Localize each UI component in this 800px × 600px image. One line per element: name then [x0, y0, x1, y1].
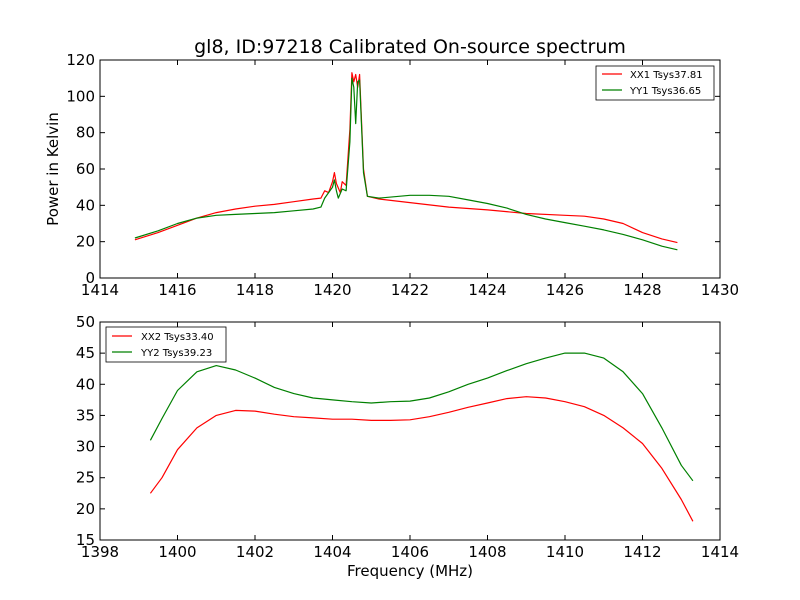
top-y-tick-label: 120 [66, 51, 95, 69]
bottom-y-tick-label: 40 [76, 375, 95, 393]
bottom-x-tick-label: 1408 [468, 543, 506, 561]
bottom-panel: 1398 1400 1402 1404 1406 1408 1410 1412 1414 15 20… [76, 313, 739, 580]
bottom-x-tick-label: 1410 [546, 543, 584, 561]
bottom-x-tick-label: 1412 [623, 543, 661, 561]
top-y-tick-label: 20 [76, 233, 95, 251]
bottom-y-tick-label: 50 [76, 313, 95, 331]
top-y-tick-label: 0 [85, 269, 95, 287]
top-y-tick-label: 100 [66, 87, 95, 105]
bottom-x-tick-label: 1400 [158, 543, 196, 561]
top-panel: 1414 1416 1418 1420 1422 1424 1426 1428 1430 0 20 4… [44, 51, 739, 299]
top-series-line-2 [134, 77, 678, 251]
legend-label-xx2: XX2 Tsys33.40 [141, 332, 214, 343]
bottom-x-tick-label: 1402 [236, 543, 274, 561]
bottom-legend-box [105, 326, 227, 363]
top-y-tick-label: 60 [76, 160, 95, 178]
bottom-x-tick-label: 1406 [391, 543, 429, 561]
top-y-axis-label: Power in Kelvin [44, 112, 62, 226]
bottom-y-tick-label: 25 [76, 469, 95, 487]
top-legend: XX1 Tsys37.81 YY1 Tsys36.65 [595, 65, 715, 101]
bottom-y-tick-label: 30 [76, 438, 95, 456]
bottom-y-tick-label: 35 [76, 406, 95, 424]
figure-title: gl8, ID:97218 Calibrated On-source spect… [194, 36, 626, 58]
bottom-x-tick-label: 1414 [701, 543, 739, 561]
top-x-tick-label: 1428 [623, 281, 661, 299]
top-x-tick-label: 1430 [701, 281, 739, 299]
top-y-tick-label: 40 [76, 196, 95, 214]
legend-label-xx1: XX1 Tsys37.81 [630, 70, 703, 81]
bottom-series-line-1 [149, 396, 694, 522]
bottom-series-line-2 [149, 352, 694, 482]
legend-label-yy1: YY1 Tsys36.65 [629, 86, 701, 97]
bottom-x-tick-label: 1398 [81, 543, 119, 561]
top-x-tick-label: 1426 [546, 281, 584, 299]
top-x-tick-label: 1420 [313, 281, 351, 299]
top-legend-box [595, 65, 715, 101]
bottom-x-tick-label: 1404 [313, 543, 351, 561]
bottom-y-tick-label: 20 [76, 500, 95, 518]
bottom-x-axis-label: Frequency (MHz) [347, 562, 473, 580]
top-x-tick-label: 1422 [391, 281, 429, 299]
top-x-tick-label: 1414 [81, 281, 119, 299]
bottom-y-tick-label: 45 [76, 344, 95, 362]
legend-label-yy2: YY2 Tsys39.23 [140, 348, 212, 359]
top-y-tick-label: 80 [76, 124, 95, 142]
top-x-tick-label: 1418 [236, 281, 274, 299]
top-x-tick-label: 1424 [468, 281, 506, 299]
bottom-y-tick-label: 15 [76, 531, 95, 549]
top-x-tick-label: 1416 [158, 281, 196, 299]
bottom-legend: XX2 Tsys33.40 YY2 Tsys39.23 [105, 326, 227, 363]
